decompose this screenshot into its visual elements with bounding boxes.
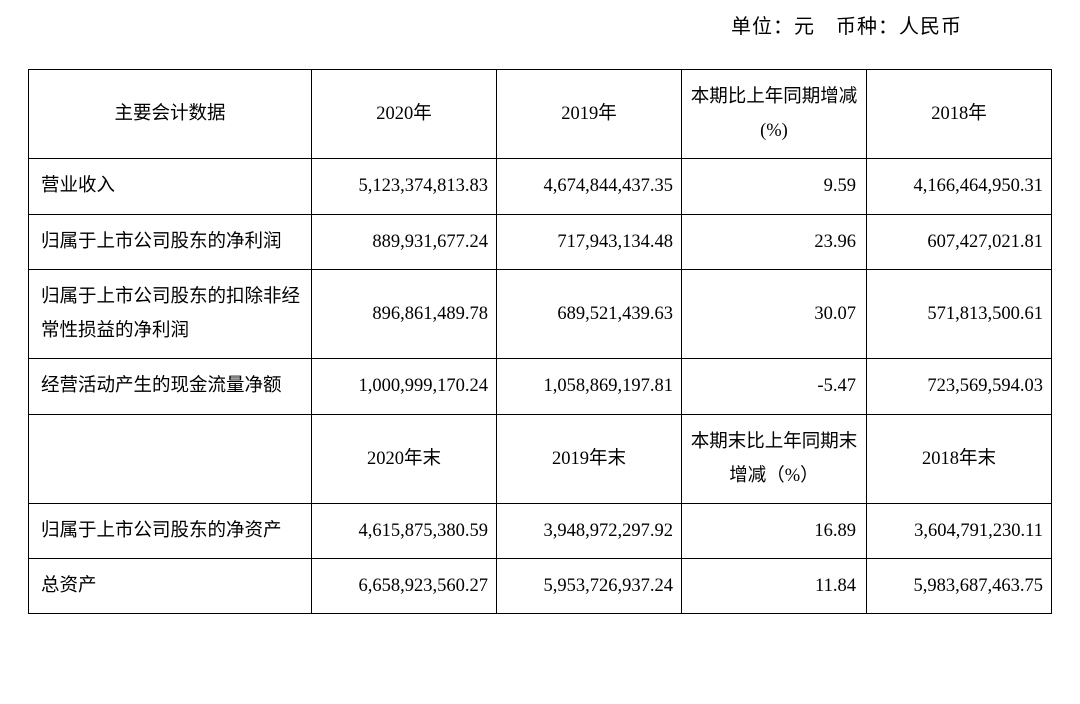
header-2020-end: 2020年末 xyxy=(311,414,496,503)
header-change-end: 本期末比上年同期末增减（%） xyxy=(681,414,866,503)
row-value-2018: 607,427,021.81 xyxy=(866,214,1051,269)
header-2018: 2018年 xyxy=(866,70,1051,159)
row-change: 11.84 xyxy=(681,559,866,614)
row-value-2019: 689,521,439.63 xyxy=(496,269,681,358)
header-change: 本期比上年同期增减(%) xyxy=(681,70,866,159)
row-label: 归属于上市公司股东的扣除非经常性损益的净利润 xyxy=(29,269,312,358)
row-value-2019: 717,943,134.48 xyxy=(496,214,681,269)
row-value-2020: 1,000,999,170.24 xyxy=(311,359,496,414)
row-value-2020: 4,615,875,380.59 xyxy=(311,503,496,558)
row-change: 9.59 xyxy=(681,159,866,214)
row-value-2018: 5,983,687,463.75 xyxy=(866,559,1051,614)
row-value-2020: 5,123,374,813.83 xyxy=(311,159,496,214)
row-value-2019: 3,948,972,297.92 xyxy=(496,503,681,558)
row-change: 23.96 xyxy=(681,214,866,269)
table-row: 总资产 6,658,923,560.27 5,953,726,937.24 11… xyxy=(29,559,1052,614)
table-row: 归属于上市公司股东的净利润 889,931,677.24 717,943,134… xyxy=(29,214,1052,269)
unit-currency-note: 单位：元 币种：人民币 xyxy=(28,10,1052,39)
row-label: 归属于上市公司股东的净利润 xyxy=(29,214,312,269)
table-row: 营业收入 5,123,374,813.83 4,674,844,437.35 9… xyxy=(29,159,1052,214)
row-value-2018: 723,569,594.03 xyxy=(866,359,1051,414)
row-value-2020: 896,861,489.78 xyxy=(311,269,496,358)
row-label: 总资产 xyxy=(29,559,312,614)
currency-label: 币种：人民币 xyxy=(836,16,962,38)
row-label: 经营活动产生的现金流量净额 xyxy=(29,359,312,414)
row-value-2018: 3,604,791,230.11 xyxy=(866,503,1051,558)
row-change: -5.47 xyxy=(681,359,866,414)
row-label: 归属于上市公司股东的净资产 xyxy=(29,503,312,558)
table-header-row-1: 主要会计数据 2020年 2019年 本期比上年同期增减(%) 2018年 xyxy=(29,70,1052,159)
row-value-2019: 1,058,869,197.81 xyxy=(496,359,681,414)
header-metric: 主要会计数据 xyxy=(29,70,312,159)
row-change: 16.89 xyxy=(681,503,866,558)
row-value-2019: 4,674,844,437.35 xyxy=(496,159,681,214)
row-value-2020: 6,658,923,560.27 xyxy=(311,559,496,614)
row-label: 营业收入 xyxy=(29,159,312,214)
row-value-2018: 571,813,500.61 xyxy=(866,269,1051,358)
header-2019: 2019年 xyxy=(496,70,681,159)
row-value-2020: 889,931,677.24 xyxy=(311,214,496,269)
header-metric-2 xyxy=(29,414,312,503)
table-row: 归属于上市公司股东的净资产 4,615,875,380.59 3,948,972… xyxy=(29,503,1052,558)
financial-data-table: 主要会计数据 2020年 2019年 本期比上年同期增减(%) 2018年 营业… xyxy=(28,69,1052,614)
unit-label: 单位：元 xyxy=(731,16,815,38)
row-value-2019: 5,953,726,937.24 xyxy=(496,559,681,614)
row-value-2018: 4,166,464,950.31 xyxy=(866,159,1051,214)
header-2020: 2020年 xyxy=(311,70,496,159)
table-header-row-2: 2020年末 2019年末 本期末比上年同期末增减（%） 2018年末 xyxy=(29,414,1052,503)
spacer xyxy=(815,16,836,38)
row-change: 30.07 xyxy=(681,269,866,358)
table-row: 经营活动产生的现金流量净额 1,000,999,170.24 1,058,869… xyxy=(29,359,1052,414)
header-2019-end: 2019年末 xyxy=(496,414,681,503)
table-row: 归属于上市公司股东的扣除非经常性损益的净利润 896,861,489.78 68… xyxy=(29,269,1052,358)
header-2018-end: 2018年末 xyxy=(866,414,1051,503)
